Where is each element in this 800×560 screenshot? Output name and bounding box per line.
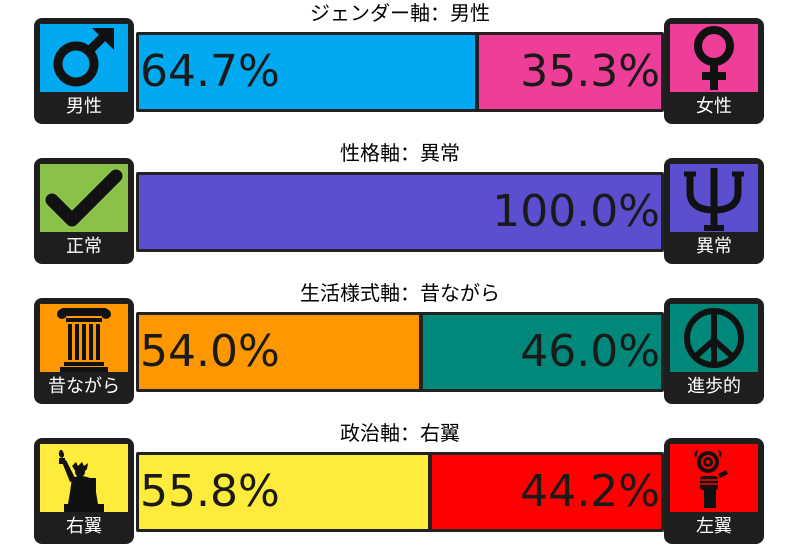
female-icon-box: 女性 [664, 18, 764, 124]
icon-label: 進歩的 [687, 376, 741, 397]
axis-title: 性格軸：異常 [340, 141, 460, 165]
axis-title: ジェンダー軸：男性 [310, 1, 490, 25]
icon-label: 右翼 [66, 516, 102, 537]
right-percent: 46.0% [520, 326, 660, 377]
axis-row-politics: 政治軸：右翼 55.8% 44.2% 右翼 [0, 420, 800, 560]
bar-left-segment [139, 455, 429, 529]
axis-bar [136, 452, 664, 532]
column-pillar-icon [57, 308, 111, 372]
traditional-icon-box: 昔ながら [34, 298, 134, 404]
peace-sign-icon [684, 308, 744, 368]
icon-label: 正常 [66, 236, 102, 257]
icon-label: 昔ながら [48, 376, 120, 397]
icon-label: 女性 [696, 96, 732, 117]
left-percent: 55.8% [140, 466, 280, 517]
icon-label: 男性 [66, 96, 102, 117]
axis-row-gender: ジェンダー軸：男性 64.7% 35.3% 男性 女性 [0, 0, 800, 140]
axis-bar [136, 172, 664, 252]
progressive-icon-box: 進歩的 [664, 298, 764, 404]
bar-right-segment [432, 455, 661, 529]
right-wing-icon-box: 右翼 [34, 438, 134, 544]
axis-title: 政治軸：右翼 [340, 421, 460, 445]
checkmark-icon [45, 169, 123, 227]
axis-bar [136, 32, 664, 112]
icon-label: 左翼 [696, 516, 732, 537]
male-symbol-icon [53, 28, 114, 87]
left-percent: 64.7% [140, 46, 280, 97]
axis-bar [136, 312, 664, 392]
abnormal-icon-box: 異常 [664, 158, 764, 264]
right-percent: 44.2% [520, 466, 660, 517]
psi-icon [684, 168, 744, 231]
bar-left-segment [139, 315, 419, 389]
right-percent: 100.0% [492, 186, 660, 237]
male-icon-box: 男性 [34, 18, 134, 124]
bar-right-segment [478, 35, 661, 109]
axis-title: 生活様式軸：昔ながら [300, 281, 500, 305]
female-symbol-icon [694, 26, 734, 90]
statue-of-liberty-icon [58, 450, 104, 512]
left-wing-icon-box: 左翼 [664, 438, 764, 544]
bar-right-segment [139, 175, 661, 249]
left-percent: 54.0% [140, 326, 280, 377]
fist-rose-icon [694, 450, 728, 508]
bar-right-segment [422, 315, 661, 389]
normal-icon-box: 正常 [34, 158, 134, 264]
axis-row-personality: 性格軸：異常 100.0% 正常 異常 [0, 140, 800, 280]
right-percent: 35.3% [520, 46, 660, 97]
icon-label: 異常 [696, 236, 732, 257]
axis-row-lifestyle: 生活様式軸：昔ながら 54.0% 46.0% 昔ながら [0, 280, 800, 420]
bar-left-segment [139, 35, 475, 109]
